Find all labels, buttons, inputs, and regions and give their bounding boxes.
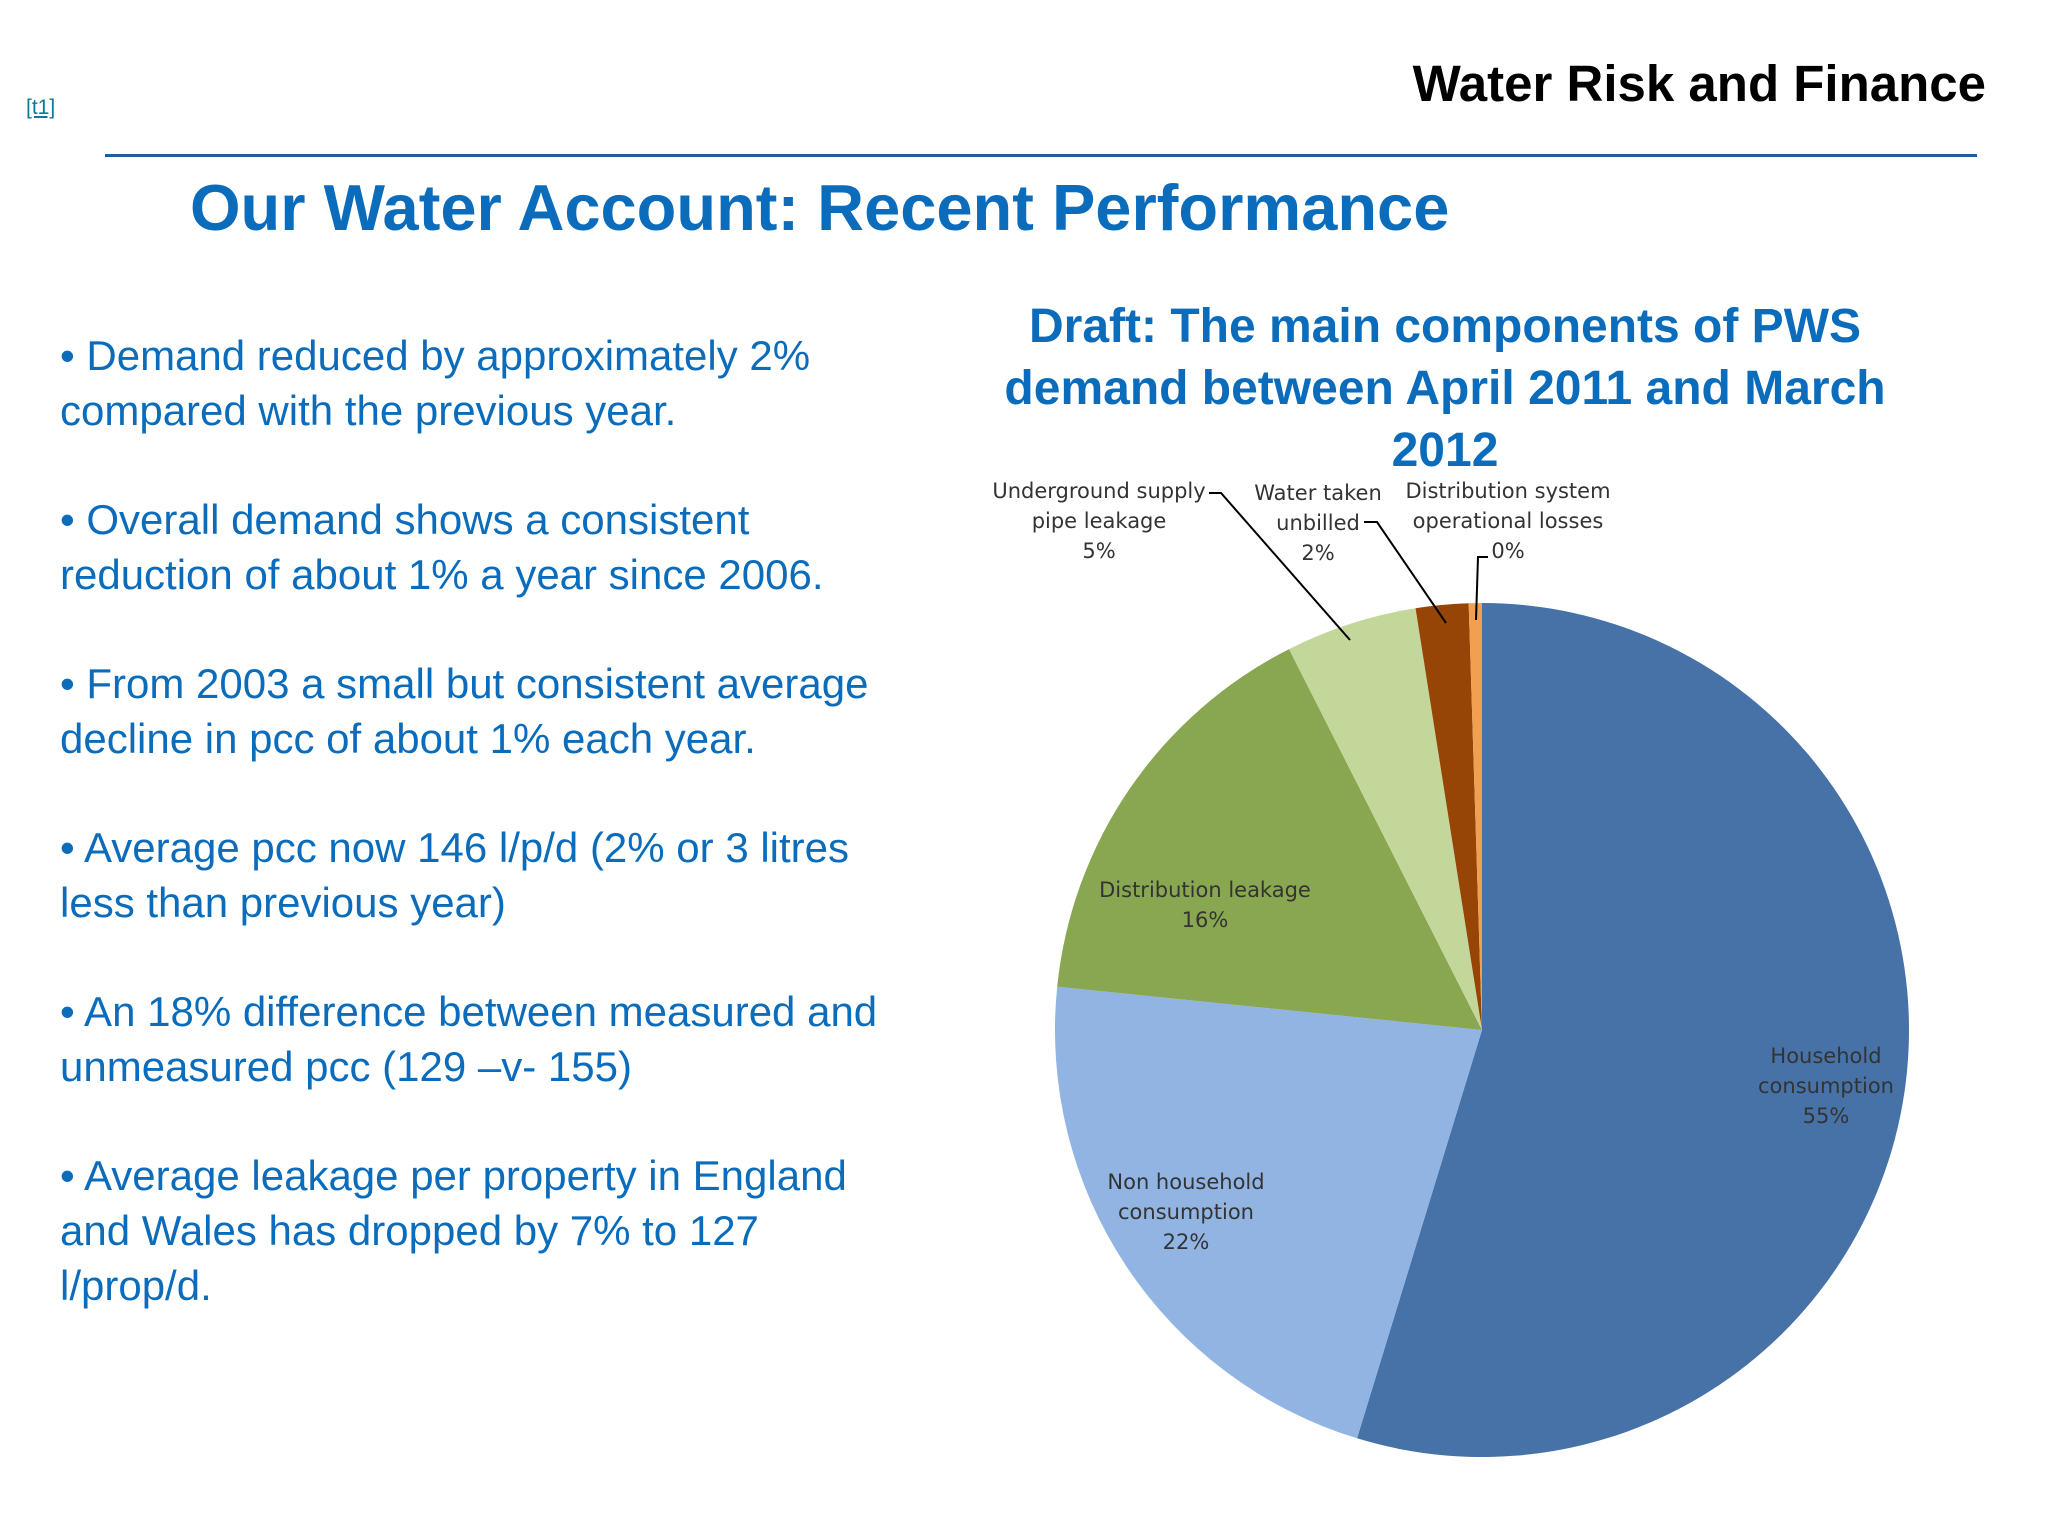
slice-label: Underground supply pipe leakage 5%	[992, 479, 1205, 563]
pie-slice-distribution-leakage	[1057, 649, 1482, 1030]
slice-label: Distribution system operational losses 0%	[1405, 479, 1610, 563]
slice-label: Household consumption 55%	[1758, 1044, 1894, 1128]
leader-line	[1364, 521, 1447, 624]
bullet-item: • Overall demand shows a consistent redu…	[60, 496, 824, 598]
bullet-item: • An 18% difference between measured and…	[60, 988, 878, 1090]
bullet-item: • From 2003 a small but consistent avera…	[60, 660, 869, 762]
bullet-item: • Demand reduced by approximately 2% com…	[60, 332, 811, 434]
pie-slice-distribution-system-operational-losses	[1468, 603, 1482, 1030]
leader-line	[1475, 556, 1488, 621]
tracker-ref-link[interactable]: [t1]	[26, 96, 56, 119]
brand-title: Water Risk and Finance	[1412, 55, 1986, 112]
header-divider	[105, 154, 1977, 157]
chart-title: Draft: The main components of PWS demand…	[1004, 300, 1886, 477]
pie-slice-underground-supply-pipe-leakage	[1289, 608, 1482, 1030]
leader-line	[1209, 492, 1351, 641]
slice-label: Distribution leakage 16%	[1099, 878, 1311, 932]
page-title: Our Water Account: Recent Performance	[190, 171, 1450, 244]
slice-label: Non household consumption 22%	[1107, 1170, 1264, 1254]
bullet-list: • Demand reduced by approximately 2% com…	[60, 328, 920, 1367]
bullet-item: • Average pcc now 146 l/p/d (2% or 3 lit…	[60, 824, 850, 926]
pie-slice-non-household-consumption	[1054, 986, 1482, 1439]
bullet-item: • Average leakage per property in Englan…	[60, 1152, 847, 1309]
pie-slice-water-taken-unbilled	[1415, 603, 1482, 1030]
pie-slice-household-consumption	[1357, 603, 1909, 1457]
slice-label: Water taken unbilled 2%	[1254, 481, 1382, 565]
